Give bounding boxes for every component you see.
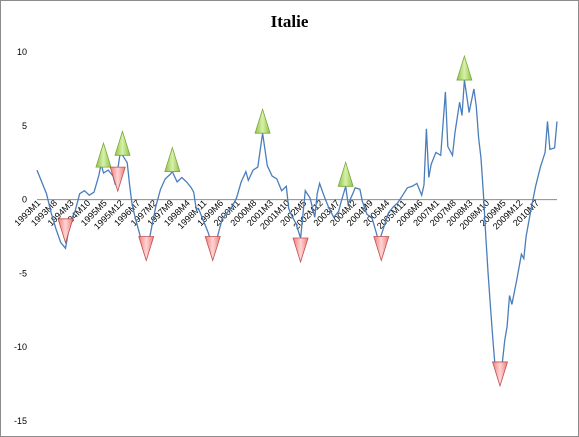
peak-marker bbox=[456, 54, 473, 81]
series-group bbox=[36, 79, 558, 379]
peak-marker bbox=[164, 146, 181, 172]
trough-marker bbox=[373, 236, 390, 262]
series-line bbox=[36, 79, 558, 379]
trough-marker bbox=[491, 361, 509, 388]
trough-marker bbox=[57, 218, 74, 245]
y-tick-label: 10 bbox=[17, 47, 27, 57]
peak-marker bbox=[254, 107, 271, 134]
chart-title: Italie bbox=[270, 12, 309, 31]
y-axis-labels: 10 5 0 -5 -10 -15 bbox=[14, 47, 27, 426]
y-tick-label: -15 bbox=[14, 416, 27, 426]
trough-marker bbox=[204, 236, 221, 262]
peak-marker bbox=[114, 129, 131, 156]
trough-marker bbox=[138, 236, 155, 262]
peak-marker bbox=[337, 160, 354, 187]
y-tick-label: 5 bbox=[22, 121, 27, 131]
trough-marker bbox=[292, 237, 309, 264]
y-tick-label: 0 bbox=[22, 195, 27, 205]
peak-marker bbox=[95, 141, 112, 168]
trough-marker bbox=[109, 166, 126, 193]
y-tick-label: -5 bbox=[19, 268, 27, 278]
y-tick-label: -10 bbox=[14, 342, 27, 352]
x-axis-labels: 1993M11993M81994M31994M101995M51995M1219… bbox=[12, 198, 541, 232]
markers-group bbox=[57, 54, 509, 388]
